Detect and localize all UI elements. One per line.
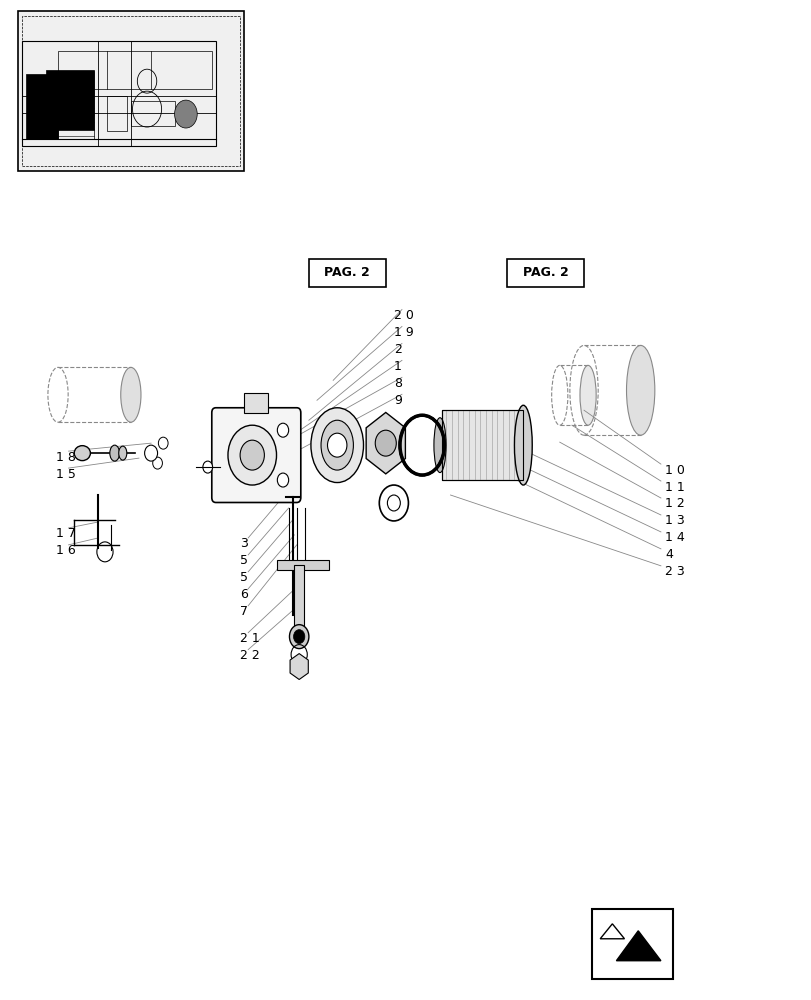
Bar [106,96,127,131]
Circle shape [203,461,212,473]
Text: 2 0: 2 0 [393,309,414,322]
Bar [244,393,268,413]
Text: 2 3: 2 3 [664,565,684,578]
Text: 5: 5 [240,554,248,567]
Text: 2 2: 2 2 [240,649,260,662]
Text: 3: 3 [240,537,247,550]
Circle shape [144,445,157,461]
Bar [277,560,328,570]
Bar [442,410,523,480]
Circle shape [152,457,162,469]
Ellipse shape [320,420,353,470]
Ellipse shape [311,408,363,483]
Text: 1 7: 1 7 [56,527,76,540]
Ellipse shape [514,405,531,485]
Bar [26,74,58,139]
Ellipse shape [433,418,445,473]
Polygon shape [290,654,308,680]
Circle shape [158,437,168,449]
Ellipse shape [626,345,654,435]
Circle shape [289,625,308,649]
Bar [46,70,94,130]
Ellipse shape [579,365,595,425]
Text: 1 9: 1 9 [393,326,413,339]
Text: 9: 9 [393,394,401,407]
Text: 6: 6 [240,588,247,601]
Text: 8: 8 [393,377,401,390]
FancyBboxPatch shape [212,408,300,502]
Polygon shape [366,412,405,474]
Text: 1 1: 1 1 [664,481,684,494]
Circle shape [293,630,304,644]
Text: 1 8: 1 8 [56,451,76,464]
Ellipse shape [402,419,441,471]
Bar [591,909,672,979]
Bar [22,16,240,166]
Text: 5: 5 [240,571,248,584]
Circle shape [277,473,288,487]
Text: 1 2: 1 2 [664,497,684,510]
Text: 1 5: 1 5 [56,468,76,481]
Bar [131,101,175,126]
Text: 1 4: 1 4 [664,531,684,544]
Polygon shape [616,931,660,961]
Text: 4: 4 [664,548,672,561]
Bar [294,565,303,630]
Ellipse shape [74,446,90,461]
Text: 1: 1 [393,360,401,373]
Ellipse shape [118,446,127,460]
FancyBboxPatch shape [507,259,583,287]
FancyBboxPatch shape [308,259,385,287]
Bar [22,41,216,146]
Text: 1 3: 1 3 [664,514,684,527]
Ellipse shape [121,367,141,422]
Text: 2 1: 2 1 [240,632,260,645]
Text: 2: 2 [393,343,401,356]
Ellipse shape [109,445,119,461]
Bar [442,410,523,480]
Circle shape [240,440,264,470]
Polygon shape [599,924,624,939]
Text: PAG. 2: PAG. 2 [324,266,370,279]
Bar [58,51,212,89]
Circle shape [327,433,346,457]
Circle shape [228,425,277,485]
Text: PAG. 2: PAG. 2 [522,266,568,279]
Text: 1 6: 1 6 [56,544,76,557]
Circle shape [277,423,288,437]
Bar [18,11,244,171]
Circle shape [174,100,197,128]
Circle shape [375,430,396,456]
Text: 1 0: 1 0 [664,464,684,477]
Text: 7: 7 [240,605,248,618]
